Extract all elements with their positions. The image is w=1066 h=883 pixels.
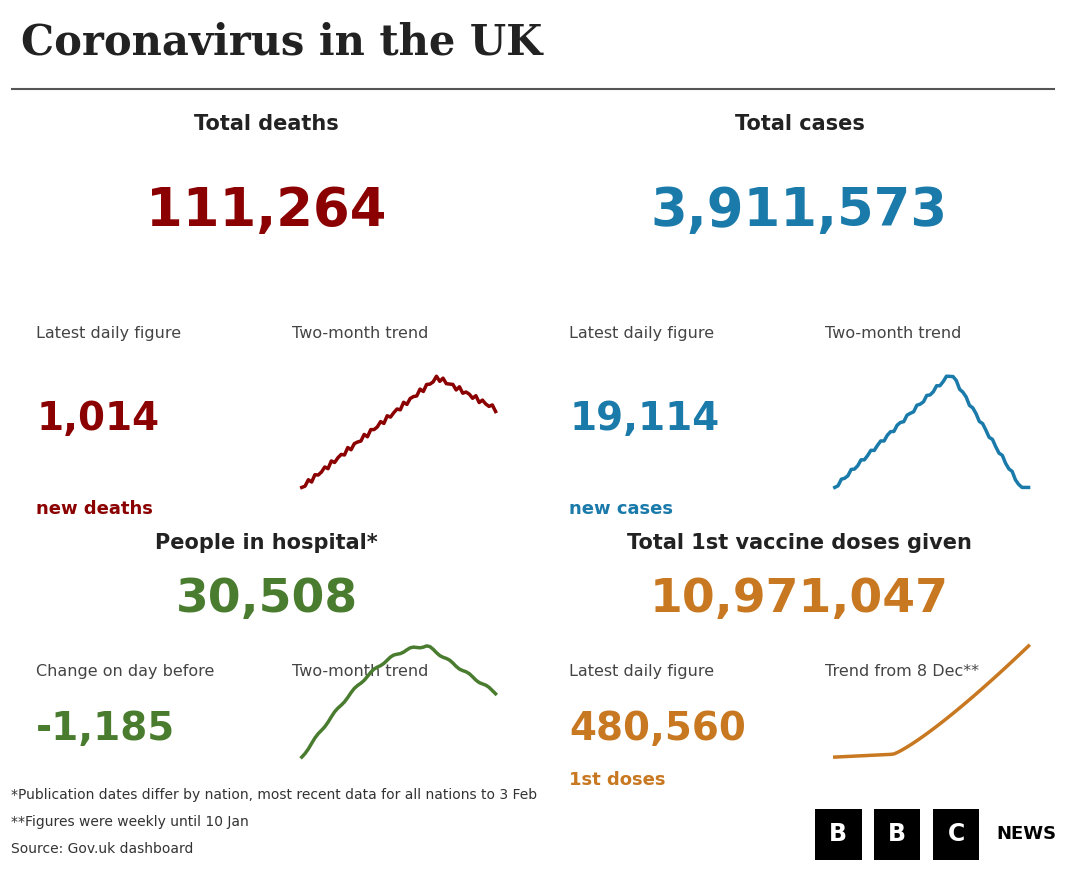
Text: 1st doses: 1st doses — [569, 771, 666, 789]
Text: Total deaths: Total deaths — [194, 114, 339, 134]
Text: Two-month trend: Two-month trend — [292, 664, 429, 679]
Text: Latest daily figure: Latest daily figure — [36, 326, 181, 341]
Text: 3,911,573: 3,911,573 — [651, 185, 948, 237]
Text: B: B — [829, 822, 847, 847]
Text: 10,971,047: 10,971,047 — [650, 577, 949, 622]
Text: Two-month trend: Two-month trend — [292, 326, 429, 341]
Text: Latest daily figure: Latest daily figure — [569, 664, 714, 679]
Text: 480,560: 480,560 — [569, 710, 746, 748]
Text: Two-month trend: Two-month trend — [825, 326, 962, 341]
FancyBboxPatch shape — [933, 809, 980, 860]
Text: C: C — [948, 822, 965, 847]
Text: -1,185: -1,185 — [36, 710, 176, 748]
Text: Total cases: Total cases — [734, 114, 865, 134]
Text: NEWS: NEWS — [997, 826, 1056, 843]
Text: new cases: new cases — [569, 500, 674, 518]
Text: Coronavirus in the UK: Coronavirus in the UK — [21, 21, 543, 64]
Text: B: B — [888, 822, 906, 847]
Text: People in hospital*: People in hospital* — [156, 533, 377, 553]
Text: 1,014: 1,014 — [36, 400, 160, 438]
Text: Change on day before: Change on day before — [36, 664, 214, 679]
Text: 111,264: 111,264 — [146, 185, 387, 237]
Text: Latest daily figure: Latest daily figure — [569, 326, 714, 341]
Text: *Publication dates differ by nation, most recent data for all nations to 3 Feb: *Publication dates differ by nation, mos… — [11, 788, 537, 802]
Text: **Figures were weekly until 10 Jan: **Figures were weekly until 10 Jan — [11, 815, 248, 829]
FancyBboxPatch shape — [874, 809, 920, 860]
Text: 19,114: 19,114 — [569, 400, 720, 438]
FancyBboxPatch shape — [815, 809, 861, 860]
Text: Trend from 8 Dec**: Trend from 8 Dec** — [825, 664, 979, 679]
Text: 30,508: 30,508 — [176, 577, 357, 622]
Text: Total 1st vaccine doses given: Total 1st vaccine doses given — [627, 533, 972, 553]
Text: Source: Gov.uk dashboard: Source: Gov.uk dashboard — [11, 842, 193, 857]
Text: new deaths: new deaths — [36, 500, 154, 518]
